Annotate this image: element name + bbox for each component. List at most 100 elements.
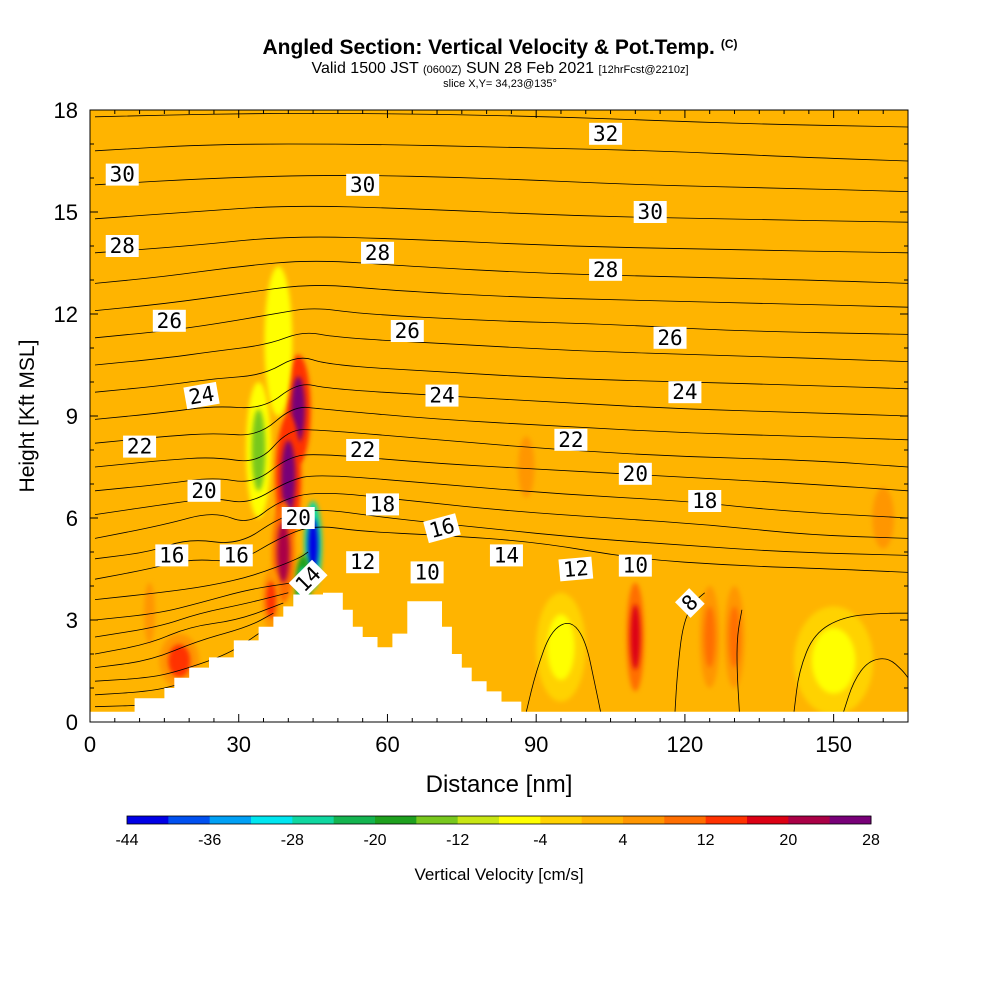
isentrope-20 — [94, 454, 908, 492]
velocity-cell-core — [704, 606, 716, 668]
isentrope-27 — [94, 285, 908, 311]
terrain-profile — [90, 592, 908, 722]
contour-label-text: 30 — [350, 173, 375, 197]
x-tick-label: 60 — [375, 732, 399, 757]
isentrope-24 — [94, 357, 908, 393]
contour-label-text: 20 — [286, 506, 311, 530]
slice-info: slice X,Y= 34,23@135° — [443, 78, 557, 90]
isentrope-11 — [94, 612, 274, 668]
contour-label-box — [668, 381, 702, 404]
contour-label-text: 30 — [638, 200, 663, 224]
contour-label: 24 — [668, 380, 702, 404]
plot-background — [90, 110, 908, 722]
isentrope-17 — [94, 509, 908, 560]
contour-label-text: 32 — [593, 122, 618, 146]
colorbar-tick-label: 4 — [619, 832, 628, 849]
velocity-cell-core — [277, 521, 290, 583]
colorbar-swatch — [251, 816, 293, 824]
contour-label: 30 — [105, 163, 139, 187]
contour-label-box — [288, 559, 328, 599]
contour-label-box — [155, 544, 189, 567]
contour-label: 12 — [558, 556, 594, 582]
colorbar-label: Vertical Velocity [cm/s] — [414, 865, 583, 884]
closed-isentrope — [525, 623, 601, 712]
colorbar-swatch — [292, 816, 335, 824]
contour-label-box — [123, 435, 157, 458]
contour-label-text: 22 — [127, 435, 152, 459]
chart-title: Angled Section: Vertical Velocity & Pot.… — [0, 36, 1000, 60]
contour-label: 28 — [105, 234, 139, 258]
colorbar-swatch — [747, 816, 789, 824]
contour-label-box — [633, 201, 667, 223]
contour-label-box — [105, 235, 139, 257]
colorbar-swatch — [416, 816, 459, 824]
copyright-mark: (C) — [720, 37, 738, 51]
isentrope-30 — [94, 205, 908, 223]
contour-label: 20 — [618, 462, 652, 486]
contour-label-text: 22 — [558, 428, 583, 452]
isentrope-31 — [94, 175, 908, 192]
contour-label-text: 24 — [187, 382, 216, 410]
x-tick-label: 0 — [84, 732, 96, 757]
colorbar-swatch — [664, 816, 707, 824]
colorbar-tick-label: -20 — [363, 832, 386, 849]
contour-label-text: 24 — [429, 384, 454, 408]
contour-label: 30 — [346, 173, 380, 197]
contour-label-text: 22 — [350, 438, 375, 462]
contour-label-box — [361, 241, 395, 264]
utc-time: (0600Z) — [422, 64, 462, 76]
velocity-cell-core — [547, 614, 575, 680]
isentrope-32 — [94, 143, 908, 162]
contour-label-box — [589, 258, 623, 281]
contour-label: 28 — [361, 241, 395, 265]
colorbar-tick-label: -4 — [533, 832, 547, 849]
contour-label-box — [281, 507, 315, 529]
velocity-cell-core — [281, 440, 296, 514]
contour-label: 10 — [410, 560, 444, 584]
contour-label-text: 16 — [159, 543, 184, 567]
contour-label-text: 26 — [657, 326, 682, 350]
y-tick-label: 0 — [66, 710, 78, 735]
velocity-cell-core — [251, 409, 266, 491]
contour-label: 18 — [688, 489, 722, 513]
x-tick-label: 90 — [524, 732, 548, 757]
y-tick-label: 3 — [66, 608, 78, 633]
contour-label: 28 — [589, 258, 623, 282]
colorbar-tick-label: 28 — [862, 832, 880, 849]
velocity-cell-core — [518, 436, 535, 498]
contour-label: 22 — [554, 428, 588, 452]
colorbar-swatch — [333, 816, 376, 824]
x-tick-label: 30 — [226, 732, 250, 757]
x-tick-label: 120 — [667, 732, 704, 757]
colorbar-swatch — [127, 816, 169, 824]
contour-label-text: 26 — [395, 319, 420, 343]
contour-label-box — [618, 554, 652, 577]
contour-label-box — [410, 561, 444, 584]
colorbar-tick-label: -28 — [281, 832, 304, 849]
velocity-cell-core — [606, 187, 645, 237]
contour-label: 18 — [365, 492, 399, 516]
colorbar-swatch — [168, 816, 211, 824]
isentrope-23 — [94, 384, 908, 420]
isentrope-22 — [94, 406, 908, 444]
isentrope-14 — [94, 582, 294, 621]
plot-area: 32 30 30 30 28 28 28 26 26 26 24 24 24 22 22 22 20 20 20 18… — [90, 110, 908, 722]
valid-date: SUN 28 Feb 2021 — [465, 60, 595, 77]
contour-label-box — [554, 428, 588, 451]
closed-isentrope — [793, 612, 908, 712]
contour-label: 22 — [123, 435, 157, 459]
contour-label-box — [152, 309, 186, 332]
contour-label-box — [489, 544, 523, 567]
colorbar-swatch — [457, 816, 500, 824]
contour-label-text: 24 — [672, 380, 697, 404]
colorbar-frame — [126, 815, 872, 825]
colorbar-swatch — [375, 816, 417, 824]
contour-label-box — [346, 439, 380, 461]
contour-label-box — [365, 493, 399, 516]
velocity-cell-core — [308, 518, 318, 572]
contour-label-text: 18 — [370, 492, 395, 516]
contour-label-box — [105, 163, 139, 186]
y-tick-label: 15 — [54, 200, 78, 225]
contour-label-text: 20 — [623, 462, 648, 486]
y-tick-label: 6 — [66, 506, 78, 531]
